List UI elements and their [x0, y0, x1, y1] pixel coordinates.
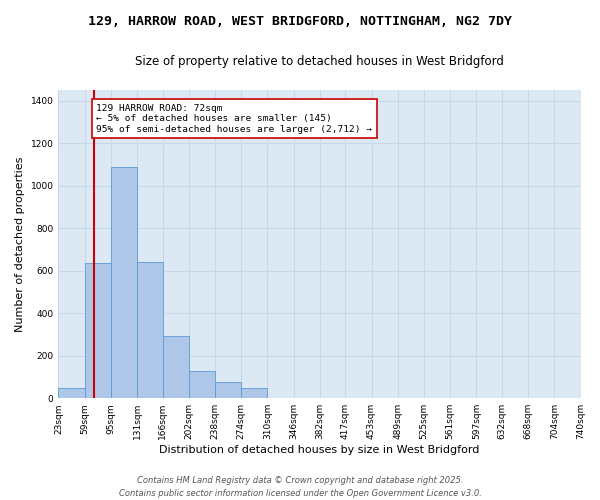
Bar — [137, 262, 163, 398]
Bar — [215, 382, 241, 398]
Bar — [241, 388, 268, 398]
Bar — [163, 336, 189, 398]
Text: Contains HM Land Registry data © Crown copyright and database right 2025.
Contai: Contains HM Land Registry data © Crown c… — [119, 476, 481, 498]
Text: 129 HARROW ROAD: 72sqm
← 5% of detached houses are smaller (145)
95% of semi-det: 129 HARROW ROAD: 72sqm ← 5% of detached … — [96, 104, 372, 134]
Y-axis label: Number of detached properties: Number of detached properties — [15, 156, 25, 332]
Bar — [189, 370, 215, 398]
Bar — [58, 388, 85, 398]
Bar — [111, 166, 137, 398]
Bar — [85, 263, 111, 398]
Text: 129, HARROW ROAD, WEST BRIDGFORD, NOTTINGHAM, NG2 7DY: 129, HARROW ROAD, WEST BRIDGFORD, NOTTIN… — [88, 15, 512, 28]
X-axis label: Distribution of detached houses by size in West Bridgford: Distribution of detached houses by size … — [159, 445, 479, 455]
Title: Size of property relative to detached houses in West Bridgford: Size of property relative to detached ho… — [135, 55, 504, 68]
